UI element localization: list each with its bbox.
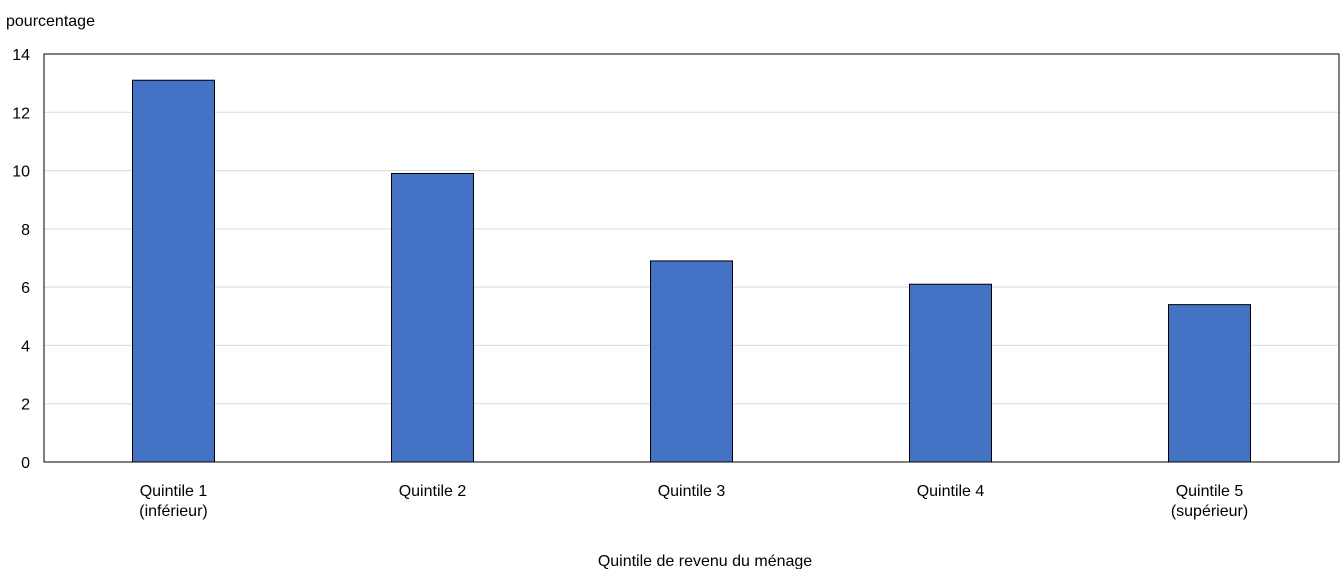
x-tick-label: (inférieur) [139, 503, 207, 520]
y-tick-label: 2 [21, 397, 30, 414]
x-tick-label: Quintile 2 [399, 483, 467, 500]
x-tick-label: Quintile 4 [917, 483, 985, 500]
y-tick-label: 10 [12, 164, 30, 181]
bar [1168, 304, 1251, 463]
x-tick-label: (supérieur) [1171, 503, 1248, 520]
bar [650, 260, 733, 463]
bar [909, 283, 992, 463]
y-tick-label: 12 [12, 105, 30, 122]
x-axis-title: Quintile de revenu du ménage [598, 553, 812, 569]
bars [132, 79, 1251, 463]
plot-frame [43, 53, 1340, 463]
y-tick-label: 8 [21, 222, 30, 239]
y-tick-label: 4 [21, 338, 30, 355]
x-tick-label: Quintile 3 [658, 483, 726, 500]
y-axis-ticks: 0 2 4 6 8 10 12 14 [12, 47, 30, 472]
x-tick-label: Quintile 5 [1176, 483, 1244, 500]
y-tick-label: 14 [12, 47, 30, 64]
y-axis-title: pourcentage [6, 13, 95, 30]
x-tick-label: Quintile 1 [140, 483, 208, 500]
bar [391, 172, 474, 463]
x-axis-ticks: Quintile 1 (inférieur) Quintile 2 Quintile … [139, 483, 1248, 520]
y-tick-label: 6 [21, 280, 30, 297]
y-tick-label: 0 [21, 455, 30, 472]
bar [132, 79, 215, 463]
